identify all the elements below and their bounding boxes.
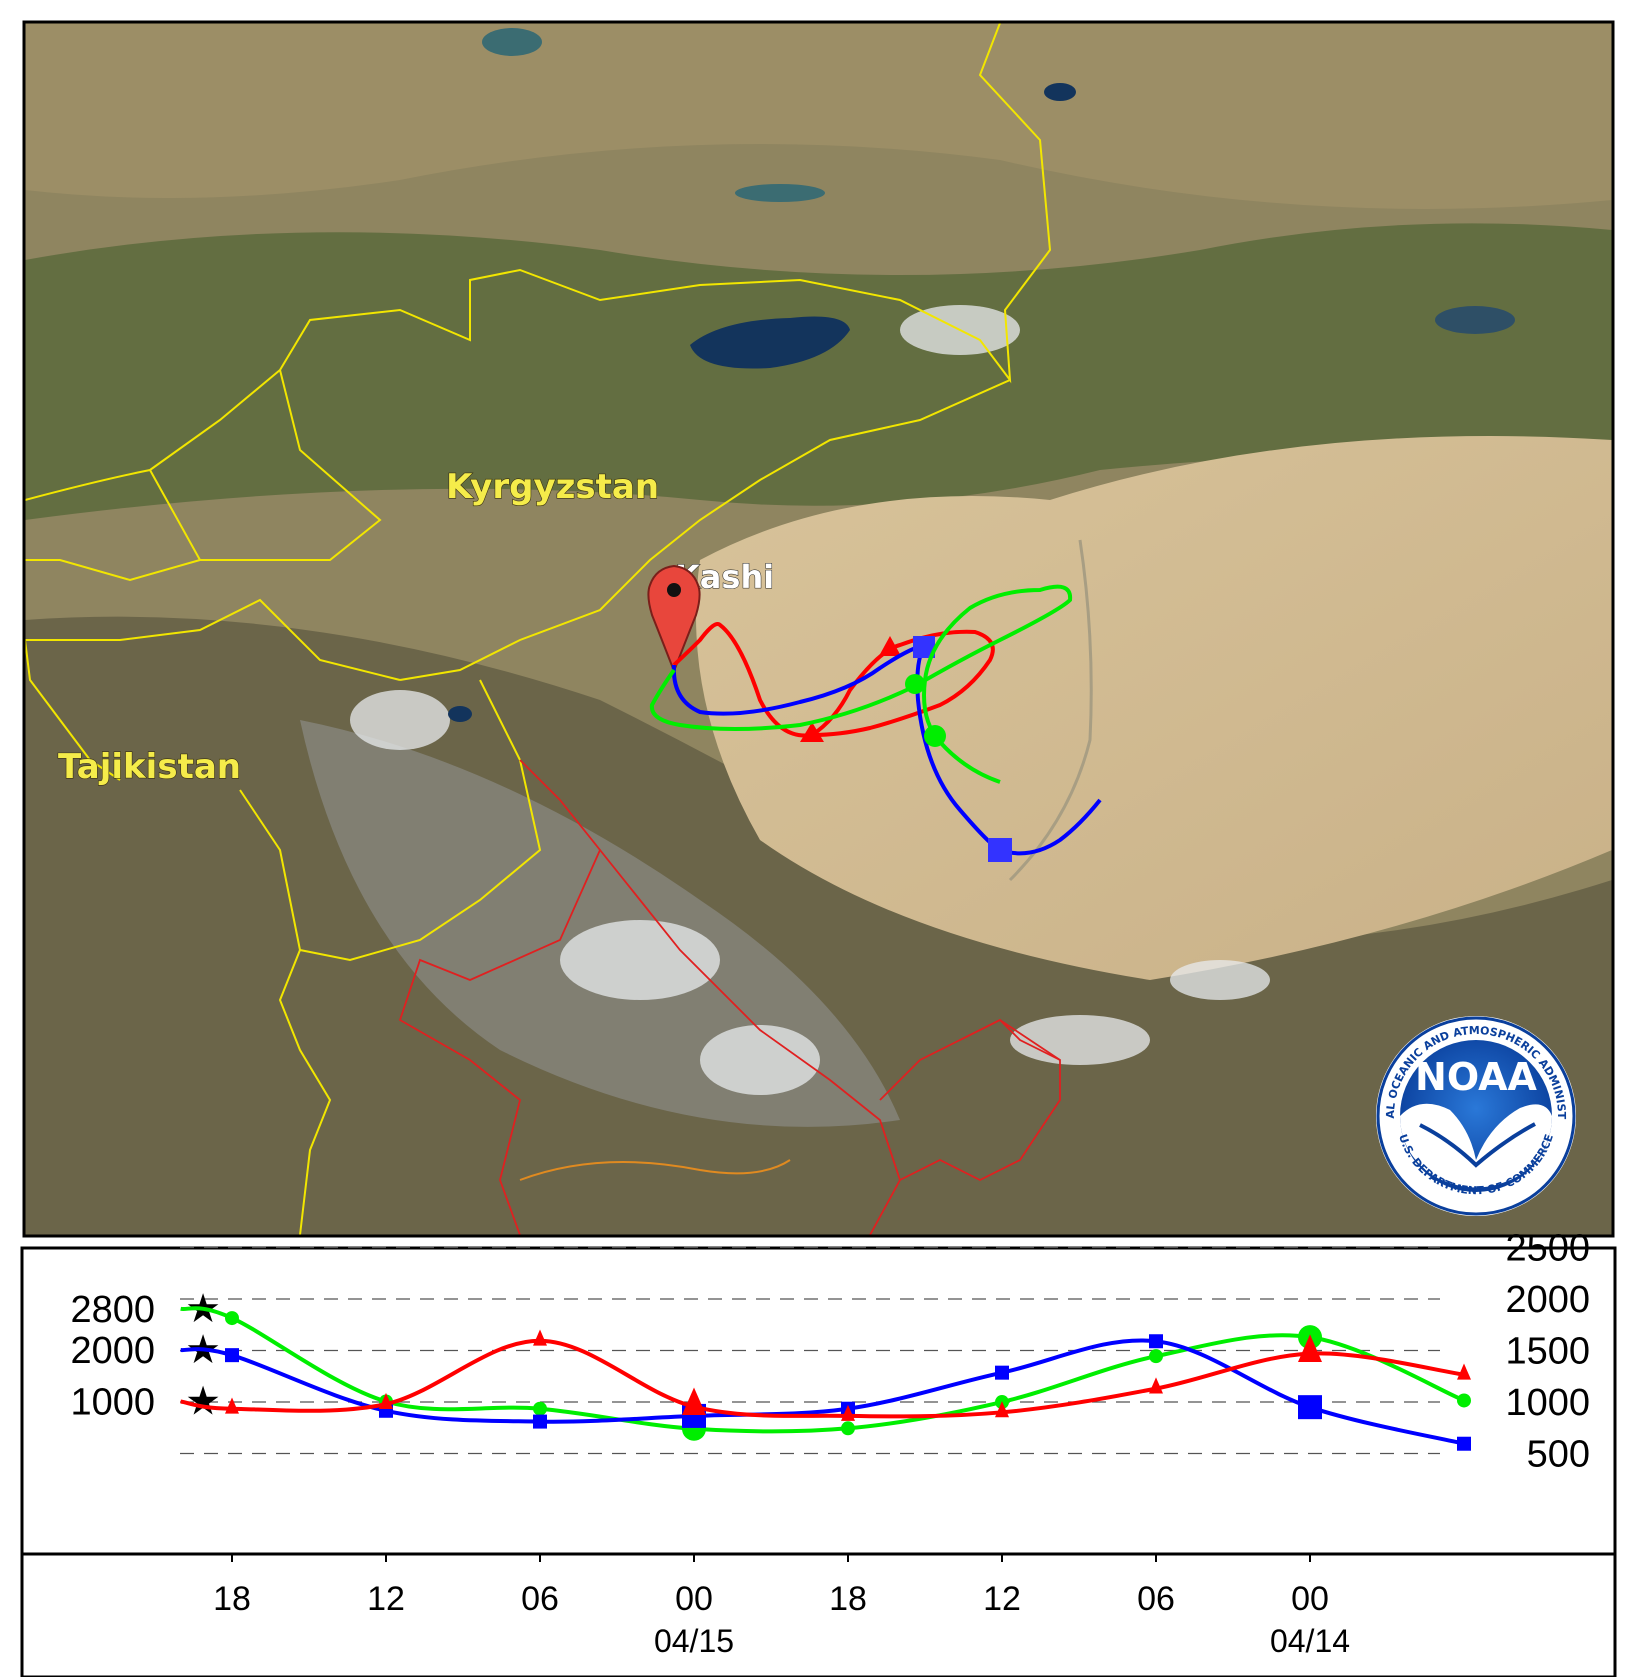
y-right-tick-label: 1000 xyxy=(1505,1382,1590,1424)
x-tick-label: 18 xyxy=(213,1580,251,1618)
x-date-label: 04/15 xyxy=(654,1623,734,1659)
series-point-triangle xyxy=(1298,1334,1322,1363)
series-point-triangle xyxy=(379,1392,393,1409)
x-tick-labels: 18 12 06 00 04/15 18 12 06 00 04/14 xyxy=(213,1554,1350,1659)
y-right-tick-label: 2000 xyxy=(1505,1279,1590,1321)
series-point-triangle xyxy=(1149,1377,1163,1394)
y-left-tick-label: 1000 xyxy=(70,1382,155,1424)
trajectory-red xyxy=(672,622,995,742)
x-tick-label: 00 xyxy=(675,1580,713,1618)
series-point-circle xyxy=(533,1401,547,1416)
x-tick-label: 12 xyxy=(983,1580,1021,1618)
series-point-triangle xyxy=(533,1329,547,1346)
series-line-triangle xyxy=(180,1338,1465,1419)
map-frame xyxy=(22,20,1615,1238)
series-point-triangle xyxy=(1457,1363,1471,1380)
series-point-circle xyxy=(225,1311,239,1326)
y-right-tick-label: 500 xyxy=(1527,1434,1590,1476)
chart-series xyxy=(180,1306,1471,1451)
lake-small xyxy=(735,184,825,202)
series-point-square xyxy=(1457,1436,1471,1451)
source-pin-icon[interactable] xyxy=(647,564,701,674)
x-tick-label: 06 xyxy=(521,1580,559,1618)
country-label-tajikistan: Tajikistan xyxy=(58,747,241,787)
series-point-triangle xyxy=(995,1401,1009,1418)
y-right-tick-labels: 500 1000 1500 2000 2500 xyxy=(1505,1228,1590,1476)
series-point-circle xyxy=(841,1421,855,1436)
series-line-circle xyxy=(180,1306,1465,1434)
desert-area xyxy=(696,436,1612,980)
series-point-square xyxy=(533,1414,547,1429)
trajectory-blue xyxy=(671,636,1102,862)
chart-gridlines xyxy=(180,1246,1440,1455)
series-point-triangle xyxy=(225,1397,239,1414)
series-point-circle xyxy=(1457,1393,1471,1408)
series-point-triangle xyxy=(682,1387,706,1416)
series-point-triangle xyxy=(841,1404,855,1421)
x-date-label: 04/14 xyxy=(1270,1623,1350,1659)
time-axis-panel: 18 12 06 00 04/15 18 12 06 00 04/14 xyxy=(20,1552,1617,1677)
series-line-square xyxy=(180,1338,1465,1446)
y-right-tick-label: 2500 xyxy=(1505,1228,1590,1270)
trajectory-green xyxy=(649,584,1073,784)
x-tick-label: 12 xyxy=(367,1580,405,1618)
series-point-square xyxy=(995,1365,1009,1380)
country-label-kyrgyzstan: Kyrgyzstan xyxy=(446,467,659,507)
series-point-square xyxy=(1149,1334,1163,1349)
series-point-square xyxy=(1298,1395,1322,1420)
y-left-tick-label: 2800 xyxy=(70,1289,155,1331)
x-tick-label: 18 xyxy=(829,1580,867,1618)
series-point-square xyxy=(225,1348,239,1363)
y-right-tick-label: 1500 xyxy=(1505,1331,1590,1373)
lake-issyk-kul xyxy=(690,316,850,369)
x-tick-label: 06 xyxy=(1137,1580,1175,1618)
country-borders-red xyxy=(398,759,1061,1235)
x-tick-label: 00 xyxy=(1291,1580,1329,1618)
start-star-icon: ★ xyxy=(185,1380,221,1424)
series-point-circle xyxy=(1149,1349,1163,1364)
map-panel: Kyrgyzstan Tajikistan Kashi xyxy=(25,23,1612,1235)
noaa-logo-text: NOAA xyxy=(1415,1055,1537,1099)
y-left-tick-label: 2000 xyxy=(70,1330,155,1372)
